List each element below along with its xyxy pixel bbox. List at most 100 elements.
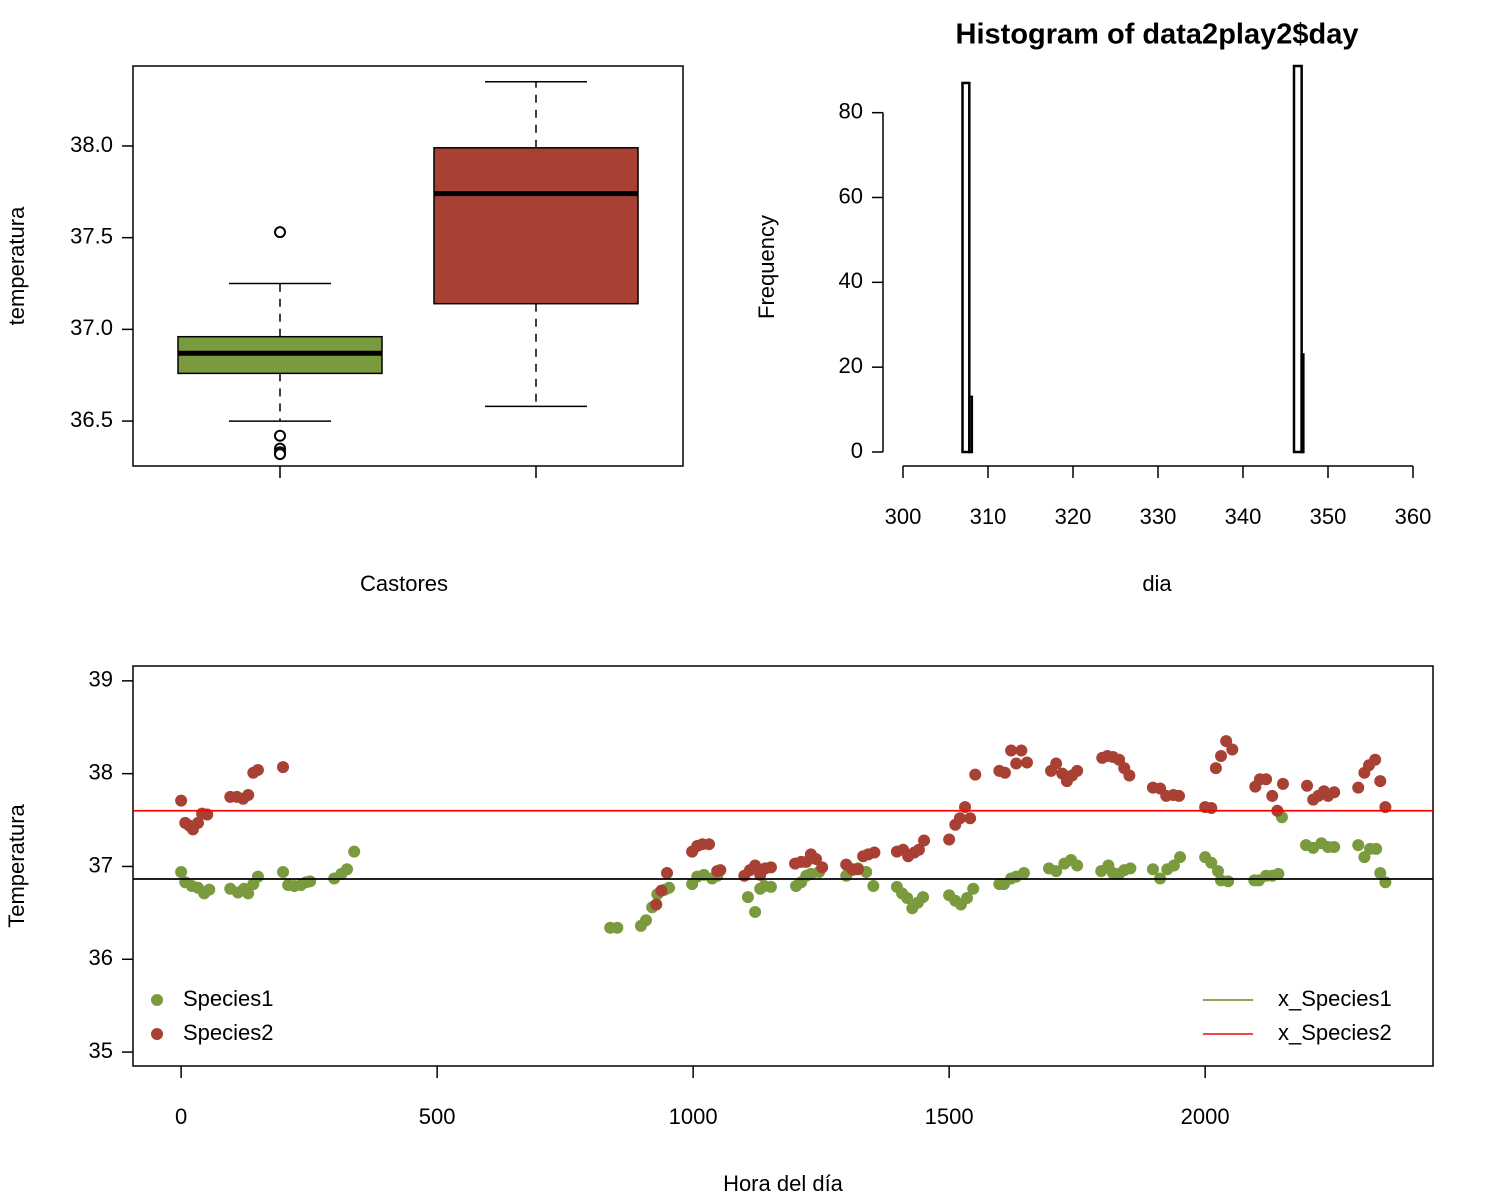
- point: [655, 884, 668, 897]
- point: [304, 875, 317, 888]
- x-tick-label: 1500: [925, 1104, 974, 1129]
- outlier: [274, 448, 286, 461]
- point: [175, 866, 188, 879]
- point: [1205, 856, 1218, 869]
- point: [640, 914, 653, 927]
- point: [661, 866, 674, 879]
- y-tick-label: 35: [89, 1038, 113, 1063]
- x-tick-label: 330: [1140, 504, 1177, 529]
- point: [277, 761, 290, 774]
- point: [1050, 757, 1063, 770]
- legend-marker: [151, 1028, 163, 1040]
- point: [703, 838, 716, 851]
- point: [1174, 851, 1187, 864]
- x-tick-label: 2000: [1181, 1104, 1230, 1129]
- point: [1379, 876, 1392, 889]
- point: [764, 861, 777, 874]
- point: [1050, 865, 1063, 878]
- x-axis-label: Castores: [360, 571, 448, 596]
- outlier: [274, 226, 286, 239]
- point: [918, 834, 931, 847]
- point: [348, 845, 361, 858]
- x-tick-label: 350: [1310, 504, 1347, 529]
- y-tick-label: 37.0: [70, 315, 113, 340]
- point: [277, 866, 290, 879]
- point: [969, 768, 982, 781]
- point: [242, 789, 255, 802]
- point: [1124, 862, 1137, 875]
- point: [242, 887, 255, 900]
- point: [964, 812, 977, 825]
- x-axis-label: Hora del día: [723, 1171, 844, 1196]
- y-tick-label: 37.5: [70, 223, 113, 248]
- chart-title: Histogram of data2play2$day: [956, 19, 1359, 51]
- point: [1020, 756, 1033, 769]
- point: [1017, 866, 1030, 879]
- x-tick-label: 340: [1225, 504, 1262, 529]
- point: [967, 882, 980, 895]
- point: [741, 891, 754, 904]
- x-axis-label: dia: [1142, 571, 1172, 596]
- point: [1369, 753, 1382, 766]
- point: [1352, 781, 1365, 794]
- y-tick-label: 38.0: [70, 132, 113, 157]
- point: [764, 880, 777, 893]
- point: [203, 883, 216, 896]
- histogram-bar: [1292, 64, 1303, 454]
- point: [1370, 842, 1383, 855]
- plot-frame: [132, 65, 684, 467]
- point: [1071, 764, 1084, 777]
- point: [251, 763, 264, 776]
- point: [867, 879, 880, 892]
- histogram-bar: [961, 81, 971, 454]
- outlier: [274, 429, 286, 442]
- y-tick-label: 38: [89, 759, 113, 784]
- point: [611, 921, 624, 934]
- point: [810, 853, 823, 866]
- y-tick-label: 60: [839, 183, 863, 208]
- legend-marker: [151, 994, 163, 1006]
- point: [852, 863, 865, 876]
- point: [251, 870, 264, 883]
- histogram-bar: [968, 395, 974, 454]
- point: [1015, 744, 1028, 757]
- point: [749, 905, 762, 918]
- point: [1328, 786, 1341, 799]
- plot-frame: [132, 665, 1434, 1067]
- x-tick-label: 310: [970, 504, 1007, 529]
- legend-label: x_Species2: [1278, 1020, 1392, 1045]
- point: [1374, 775, 1387, 788]
- histogram-bar: [1300, 353, 1305, 454]
- box: [433, 147, 639, 305]
- legend-label: Species2: [183, 1020, 274, 1045]
- point: [1123, 769, 1136, 782]
- y-tick-label: 0: [851, 438, 863, 463]
- point: [917, 891, 930, 904]
- y-tick-label: 20: [839, 353, 863, 378]
- y-tick-label: 37: [89, 852, 113, 877]
- point: [1276, 777, 1289, 790]
- legend-label: x_Species1: [1278, 986, 1392, 1011]
- point: [1374, 866, 1387, 879]
- point: [650, 898, 663, 911]
- point: [749, 859, 762, 872]
- point: [953, 812, 966, 825]
- point: [1211, 865, 1224, 878]
- point: [961, 892, 974, 905]
- point: [1173, 789, 1186, 802]
- point: [901, 892, 914, 905]
- point: [943, 833, 956, 846]
- point: [912, 843, 925, 856]
- x-tick-label: 1000: [669, 1104, 718, 1129]
- x-tick-label: 500: [419, 1104, 456, 1129]
- point: [1010, 757, 1023, 770]
- point: [816, 861, 829, 874]
- x-tick-label: 300: [885, 504, 922, 529]
- point: [1301, 779, 1314, 792]
- point: [868, 846, 881, 859]
- point: [1209, 762, 1222, 775]
- y-tick-label: 40: [839, 268, 863, 293]
- point: [1071, 859, 1084, 872]
- point: [341, 863, 354, 876]
- point: [1328, 840, 1341, 853]
